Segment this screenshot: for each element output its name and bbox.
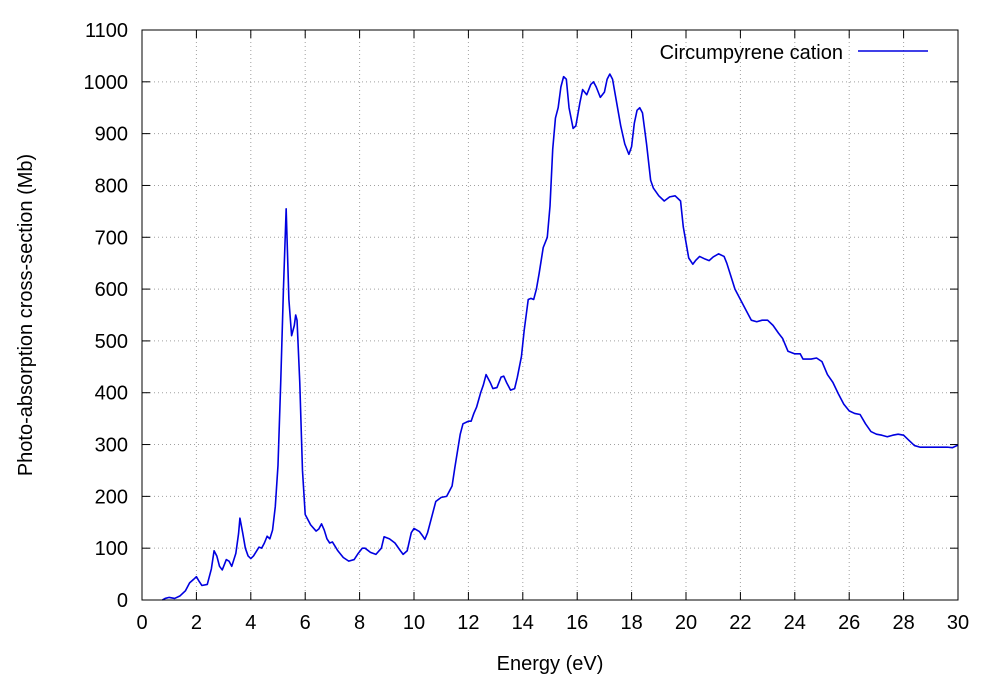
x-tick-label: 2	[191, 612, 202, 634]
y-tick-label: 100	[95, 538, 128, 560]
y-axis-label: Photo-absorption cross-section (Mb)	[15, 154, 37, 476]
x-tick-label: 16	[566, 612, 588, 634]
x-tick-label: 26	[838, 612, 860, 634]
x-tick-label: 20	[675, 612, 697, 634]
y-tick-label: 600	[95, 279, 128, 301]
legend-label: Circumpyrene cation	[660, 42, 843, 64]
x-axis-label: Energy (eV)	[497, 653, 604, 675]
x-tick-label: 6	[300, 612, 311, 634]
y-tick-label: 900	[95, 124, 128, 146]
y-tick-label: 500	[95, 331, 128, 353]
y-tick-label: 300	[95, 435, 128, 457]
x-tick-label: 8	[354, 612, 365, 634]
x-tick-label: 30	[947, 612, 969, 634]
y-tick-label: 1000	[84, 72, 129, 94]
x-tick-label: 28	[892, 612, 914, 634]
y-tick-label: 400	[95, 383, 128, 405]
x-tick-label: 22	[729, 612, 751, 634]
plot-frame	[141, 29, 959, 601]
y-tick-label: 0	[117, 590, 128, 612]
x-tick-label: 18	[620, 612, 642, 634]
x-tick-label: 4	[245, 612, 256, 634]
x-tick-label: 0	[136, 612, 147, 634]
x-tick-labels: 0 2 4 6 8 10 12 14 16 18 20 22 24 26 28 30	[136, 612, 969, 634]
x-tick-label: 24	[784, 612, 806, 634]
x-tick-label: 10	[403, 612, 425, 634]
y-tick-label: 200	[95, 486, 128, 508]
x-tick-label: 14	[512, 612, 534, 634]
y-tick-label: 1100	[85, 20, 128, 42]
x-tick-label: 12	[457, 612, 479, 634]
series-line-circumpyrene-cation	[162, 73, 959, 601]
y-tick-label: 800	[95, 175, 128, 197]
grid	[142, 30, 958, 600]
y-tick-labels: 0 100 200 300 400 500 600 700 800 900 1000 1100	[84, 20, 129, 612]
y-tick-label: 700	[95, 227, 128, 249]
